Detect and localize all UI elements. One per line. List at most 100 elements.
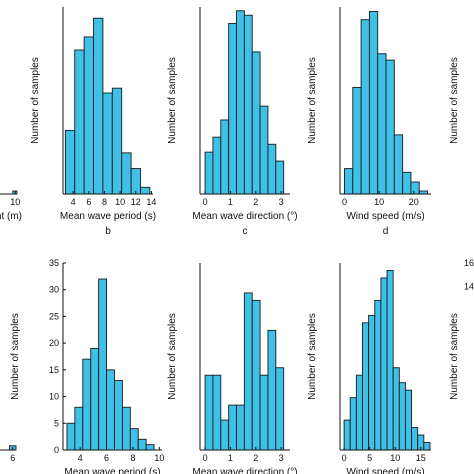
histogram-bar <box>98 278 108 451</box>
y-axis-label: Number of samples <box>449 57 460 144</box>
histogram-bar <box>212 374 222 451</box>
histogram-bar <box>204 374 214 451</box>
histogram-panel-3: 0 1 2 3 Mean wave direction (°) Number of sam… <box>167 7 298 237</box>
histogram-bar <box>236 10 245 195</box>
histogram-panel-8: 0 5 10 15 Wind speed (m/s) Number of samples <box>307 263 431 474</box>
x-tick-label: 4 <box>78 453 83 463</box>
x-tick-label: 6 <box>86 197 91 207</box>
histogram-bar <box>377 53 387 195</box>
y-tick-label: 35 <box>49 258 59 268</box>
x-axis-label: Mean wave direction (°) <box>192 211 297 222</box>
panel-letter: d <box>383 226 389 237</box>
histogram-bar <box>111 87 123 195</box>
histogram-bar <box>275 367 285 451</box>
y-axis-label: Number of samples <box>307 57 318 144</box>
histogram-bar <box>106 369 115 451</box>
histogram-panel-6: 4 6 8 10 0 5 10 15 20 25 30 35 Mean wave period (s) N… <box>10 258 164 474</box>
x-tick-label: 5 <box>367 453 372 463</box>
x-tick-label: 6 <box>10 453 15 463</box>
histogram-bar <box>393 134 404 195</box>
x-tick-label: 12 <box>131 197 141 207</box>
y-tick-label: 0 <box>54 445 59 455</box>
y-tick-label: 5 <box>54 418 59 428</box>
histogram-bar <box>129 428 139 451</box>
y-tick-label: 30 <box>49 285 59 295</box>
histogram-bar <box>114 380 123 451</box>
histogram-bar <box>102 92 113 195</box>
x-tick-label: 10 <box>374 197 384 207</box>
x-tick-label: 10 <box>154 453 164 463</box>
histogram-bar <box>423 442 431 451</box>
y-axis-label: Number of samples <box>307 313 318 400</box>
histogram-bar <box>228 404 237 451</box>
histogram-bar <box>66 422 76 451</box>
histogram-panel-5: 6 <box>0 445 17 463</box>
histogram-bar <box>374 299 382 451</box>
x-axis-label: Wind speed (m/s) <box>346 467 424 474</box>
y-tick-label: 10 <box>49 392 59 402</box>
histogram-bar <box>121 152 132 195</box>
y-tick-label: 25 <box>49 311 59 321</box>
histogram-bar <box>385 59 395 195</box>
histogram-bar <box>410 181 420 195</box>
x-axis-label: ight (m) <box>0 211 22 222</box>
histogram-bar <box>402 171 412 195</box>
histogram-bar <box>380 277 388 451</box>
histogram-bar <box>137 438 147 451</box>
histogram-bar <box>130 168 141 195</box>
x-tick-label: 3 <box>279 453 284 463</box>
histogram-bar <box>360 19 370 195</box>
x-tick-label: 15 <box>416 453 426 463</box>
x-axis-label: Mean wave period (s) <box>64 467 160 474</box>
histogram-bar <box>82 358 92 451</box>
x-tick-label: 1 <box>228 453 233 463</box>
histogram-bar <box>243 14 253 195</box>
histogram-bar <box>259 374 269 451</box>
y-axis-label: Number of samples <box>10 313 21 400</box>
x-tick-label: 3 <box>279 197 284 207</box>
y-tick-label: 20 <box>49 338 59 348</box>
histogram-bar <box>204 151 214 195</box>
histogram-bar <box>90 348 100 451</box>
x-tick-label: 0 <box>203 197 208 207</box>
histogram-bar <box>259 105 269 195</box>
histogram-bar <box>140 186 151 195</box>
histogram-bar <box>267 143 277 195</box>
histogram-bar <box>275 160 285 195</box>
histogram-bar <box>386 270 394 451</box>
histogram-bar <box>220 119 230 195</box>
x-axis-label: Mean wave period (s) <box>60 211 156 222</box>
histogram-bar <box>83 36 94 195</box>
histogram-bar <box>411 427 419 451</box>
histogram-panel-2: 4 6 8 10 12 14 Mean wave period (s) Number of s… <box>30 7 156 237</box>
x-tick-label: 8 <box>102 197 107 207</box>
x-tick-label: 10 <box>10 197 20 207</box>
histogram-bar <box>220 419 230 451</box>
histogram-bar <box>398 382 406 451</box>
histogram-bar <box>145 444 155 451</box>
histogram-bar <box>368 314 376 451</box>
x-tick-label: 0 <box>342 197 347 207</box>
histogram-bar <box>404 389 413 451</box>
histogram-bar <box>392 367 400 451</box>
y-tick-label: 14 <box>464 281 474 291</box>
histogram-bar <box>74 49 85 195</box>
histogram-bar <box>251 299 261 451</box>
histogram-bar <box>349 397 357 451</box>
histogram-bar <box>344 168 354 195</box>
histogram-bar <box>355 374 363 451</box>
y-axis-label: Number of samples <box>167 57 178 144</box>
histogram-bar <box>362 322 370 451</box>
x-tick-label: 2 <box>253 197 258 207</box>
histogram-bar <box>121 406 131 451</box>
y-axis-label: Number of samples <box>449 313 460 400</box>
x-axis-label: Mean wave direction (°) <box>192 467 297 474</box>
histogram-bar <box>64 129 76 195</box>
histogram-panel-7: 0 1 2 3 Mean wave direction (°) Number of sam… <box>167 263 298 474</box>
panel-letter: c <box>243 226 248 237</box>
histogram-bar <box>243 292 253 451</box>
x-tick-label: 10 <box>390 453 400 463</box>
x-tick-label: 8 <box>130 453 135 463</box>
y-axis-label: Number of samples <box>167 313 178 400</box>
